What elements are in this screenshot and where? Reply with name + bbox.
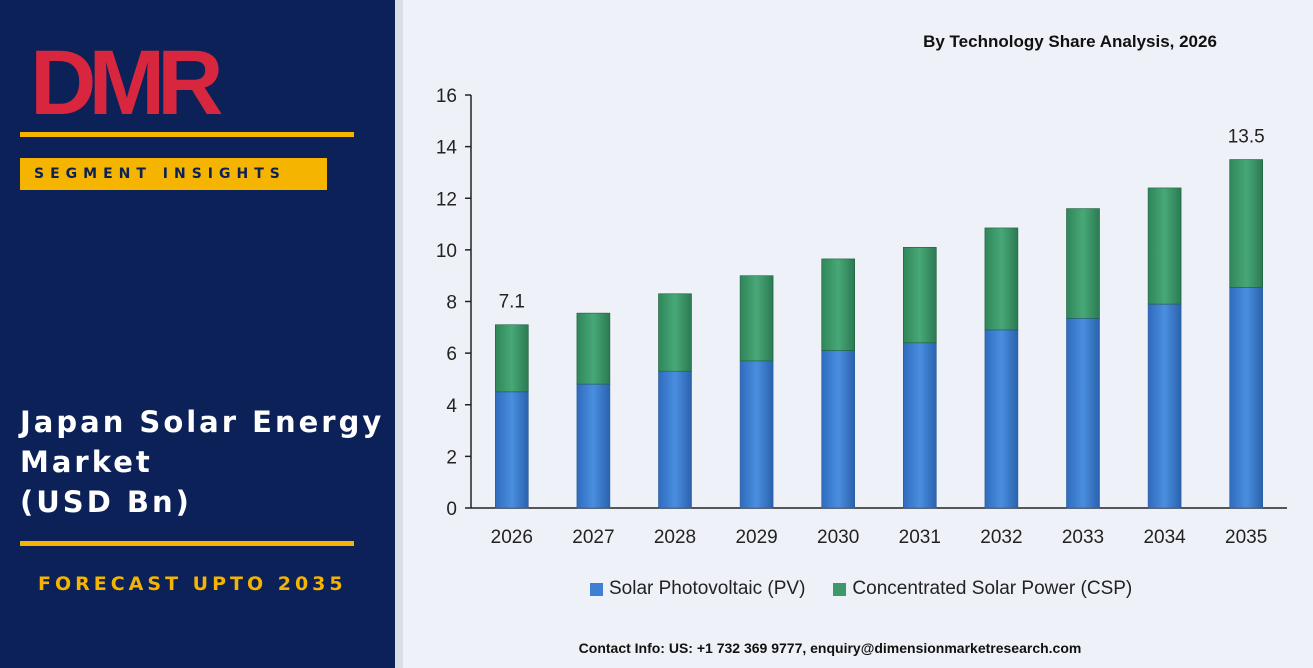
legend-label-csp: Concentrated Solar Power (CSP) <box>852 578 1133 599</box>
y-tick-label: 0 <box>446 499 457 520</box>
legend-swatch-csp <box>833 582 847 596</box>
x-tick-label: 2035 <box>1225 527 1267 548</box>
bar-csp <box>739 275 774 362</box>
panel-divider <box>395 0 403 668</box>
forecast-label: FORECAST UPTO 2035 <box>38 573 347 595</box>
chart-title: By Technology Share Analysis, 2026 <box>923 32 1217 51</box>
y-tick-label: 14 <box>436 138 458 159</box>
data-label: 13.5 <box>1228 127 1265 148</box>
bar-csp <box>658 293 692 372</box>
x-tick-label: 2031 <box>899 527 941 548</box>
data-label: 7.1 <box>499 292 525 313</box>
legend-swatch-pv <box>590 582 603 596</box>
page-title: Japan Solar Energy Market (USD Bn) <box>20 402 385 522</box>
title-line-3: (USD Bn) <box>20 485 192 519</box>
bar-pv <box>658 370 692 509</box>
bar-pv <box>1147 303 1182 509</box>
bar-pv <box>821 350 856 509</box>
stacked-bar-chart: 0 2 4 6 8 10 12 14 16 2026 7.1 2027 2028 2029 2030 2031… <box>436 86 1287 548</box>
gold-line-bottom <box>20 541 354 546</box>
bar-csp <box>984 227 1019 331</box>
bar-csp <box>495 324 529 393</box>
y-tick-label: 2 <box>446 447 457 468</box>
y-tick-label: 8 <box>446 293 457 314</box>
y-tick-label: 16 <box>436 86 457 107</box>
bar-pv <box>902 342 937 509</box>
title-line-2: Market <box>20 445 153 479</box>
x-tick-label: 2032 <box>980 527 1022 548</box>
x-tick-label: 2034 <box>1143 527 1186 548</box>
bar-pv <box>576 383 611 509</box>
legend-item-pv: Solar Photovoltaic (PV) <box>590 578 805 600</box>
bar-csp <box>1066 208 1100 319</box>
legend-label-pv: Solar Photovoltaic (PV) <box>609 578 806 599</box>
y-tick-label: 6 <box>446 344 457 365</box>
bar-csp <box>902 246 937 344</box>
bar-csp <box>821 258 856 351</box>
x-tick-label: 2033 <box>1062 527 1104 548</box>
gold-line-top <box>20 132 354 137</box>
y-tick-label: 12 <box>436 189 457 210</box>
bar-pv <box>495 391 529 509</box>
legend-item-csp: Concentrated Solar Power (CSP) <box>833 578 1132 600</box>
bar-pv <box>739 360 774 509</box>
contact-info: Contact Info: US: +1 732 369 9777, enqui… <box>578 640 1082 656</box>
title-line-1: Japan Solar Energy <box>20 405 385 439</box>
x-tick-label: 2026 <box>491 527 533 548</box>
bar-csp <box>1229 159 1264 288</box>
left-panel <box>0 0 395 668</box>
chart-legend: Solar Photovoltaic (PV) Concentrated Sol… <box>590 578 1132 600</box>
bar-pv <box>984 329 1019 509</box>
y-tick-label: 4 <box>446 396 457 417</box>
segment-insights-badge: SEGMENT INSIGHTS <box>20 158 327 190</box>
logo-text: DMR <box>30 38 222 122</box>
bar-pv <box>1066 317 1100 509</box>
x-tick-label: 2029 <box>735 527 777 548</box>
bar-csp <box>576 312 611 385</box>
y-tick-label: 10 <box>436 241 457 262</box>
dmr-logo: DMR <box>30 38 228 122</box>
x-tick-label: 2028 <box>654 527 696 548</box>
bar-csp <box>1147 187 1182 305</box>
x-tick-label: 2027 <box>572 527 614 548</box>
bar-pv <box>1229 287 1264 509</box>
x-tick-label: 2030 <box>817 527 859 548</box>
